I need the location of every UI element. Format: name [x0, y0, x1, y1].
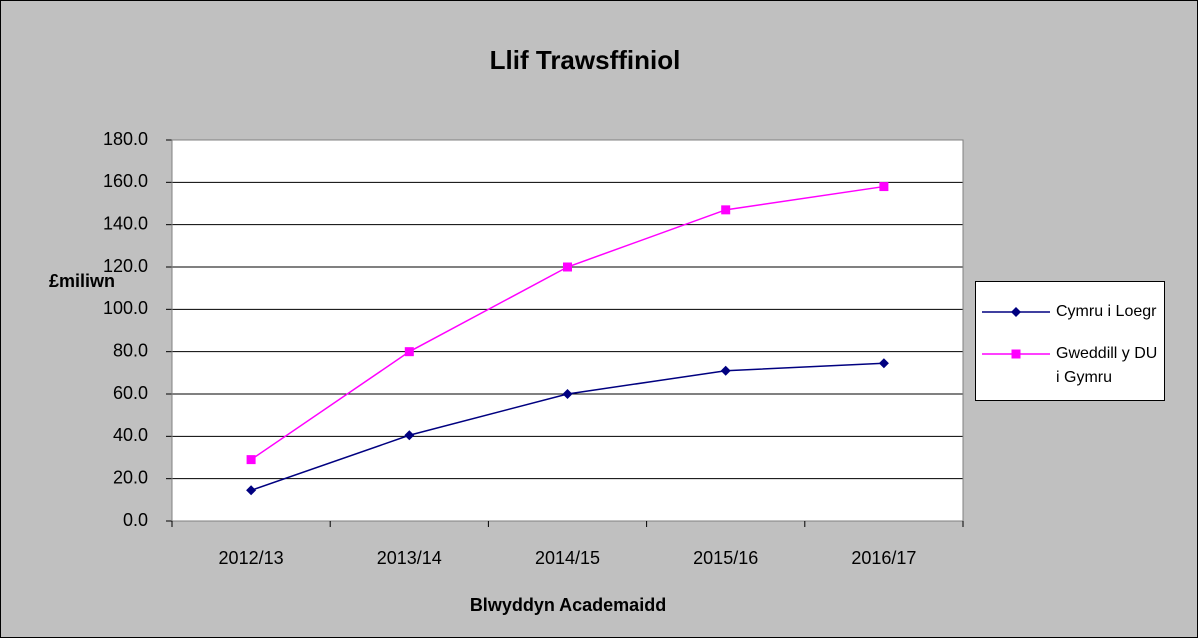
y-tick-label: 40.0	[113, 425, 148, 445]
marker	[404, 347, 414, 357]
marker	[721, 205, 731, 215]
y-tick-label: 160.0	[103, 171, 148, 191]
marker	[404, 430, 415, 441]
marker	[562, 389, 573, 399]
legend-label: Cymru i Loegr	[1056, 303, 1157, 320]
legend-label: Gweddill y DU i Gymru	[1056, 345, 1158, 386]
marker	[563, 262, 572, 272]
plot-area	[172, 140, 963, 521]
plot-border	[171, 139, 964, 522]
legend-entry: Gweddill y DU i Gymru	[976, 342, 1164, 390]
legend-entry: Cymru i Loegr	[976, 300, 1164, 324]
y-tick-label: 140.0	[103, 213, 148, 233]
marker	[720, 365, 731, 376]
legend: Cymru i Loegr Gweddill y DU i Gymru	[975, 281, 1165, 401]
marker	[1011, 307, 1021, 317]
x-tick-label: 2015/16	[693, 548, 758, 568]
x-tick-label: 2012/13	[219, 548, 284, 568]
x-axis-label: Blwyddyn Academaidd	[470, 595, 666, 615]
y-tick-label: 100.0	[103, 298, 148, 318]
y-tick-label: 0.0	[123, 510, 148, 530]
y-tick-label: 180.0	[103, 129, 148, 149]
marker	[878, 358, 889, 369]
x-tick-label: 2016/17	[851, 548, 916, 568]
y-tick-label: 60.0	[113, 383, 148, 403]
marker	[246, 455, 256, 465]
legend-swatch	[982, 349, 1050, 359]
chart-title: Llif Trawsffiniol	[490, 45, 681, 75]
marker	[246, 485, 257, 496]
x-tick-label: 2013/14	[377, 548, 442, 568]
marker	[1011, 349, 1021, 359]
marker	[879, 182, 889, 192]
y-tick-label: 80.0	[113, 340, 148, 360]
y-axis-label: £miliwn	[49, 271, 115, 291]
legend-swatch	[982, 307, 1050, 317]
x-tick-label: 2014/15	[535, 548, 600, 568]
y-tick-label: 20.0	[113, 467, 148, 487]
y-tick-label: 120.0	[103, 256, 148, 276]
